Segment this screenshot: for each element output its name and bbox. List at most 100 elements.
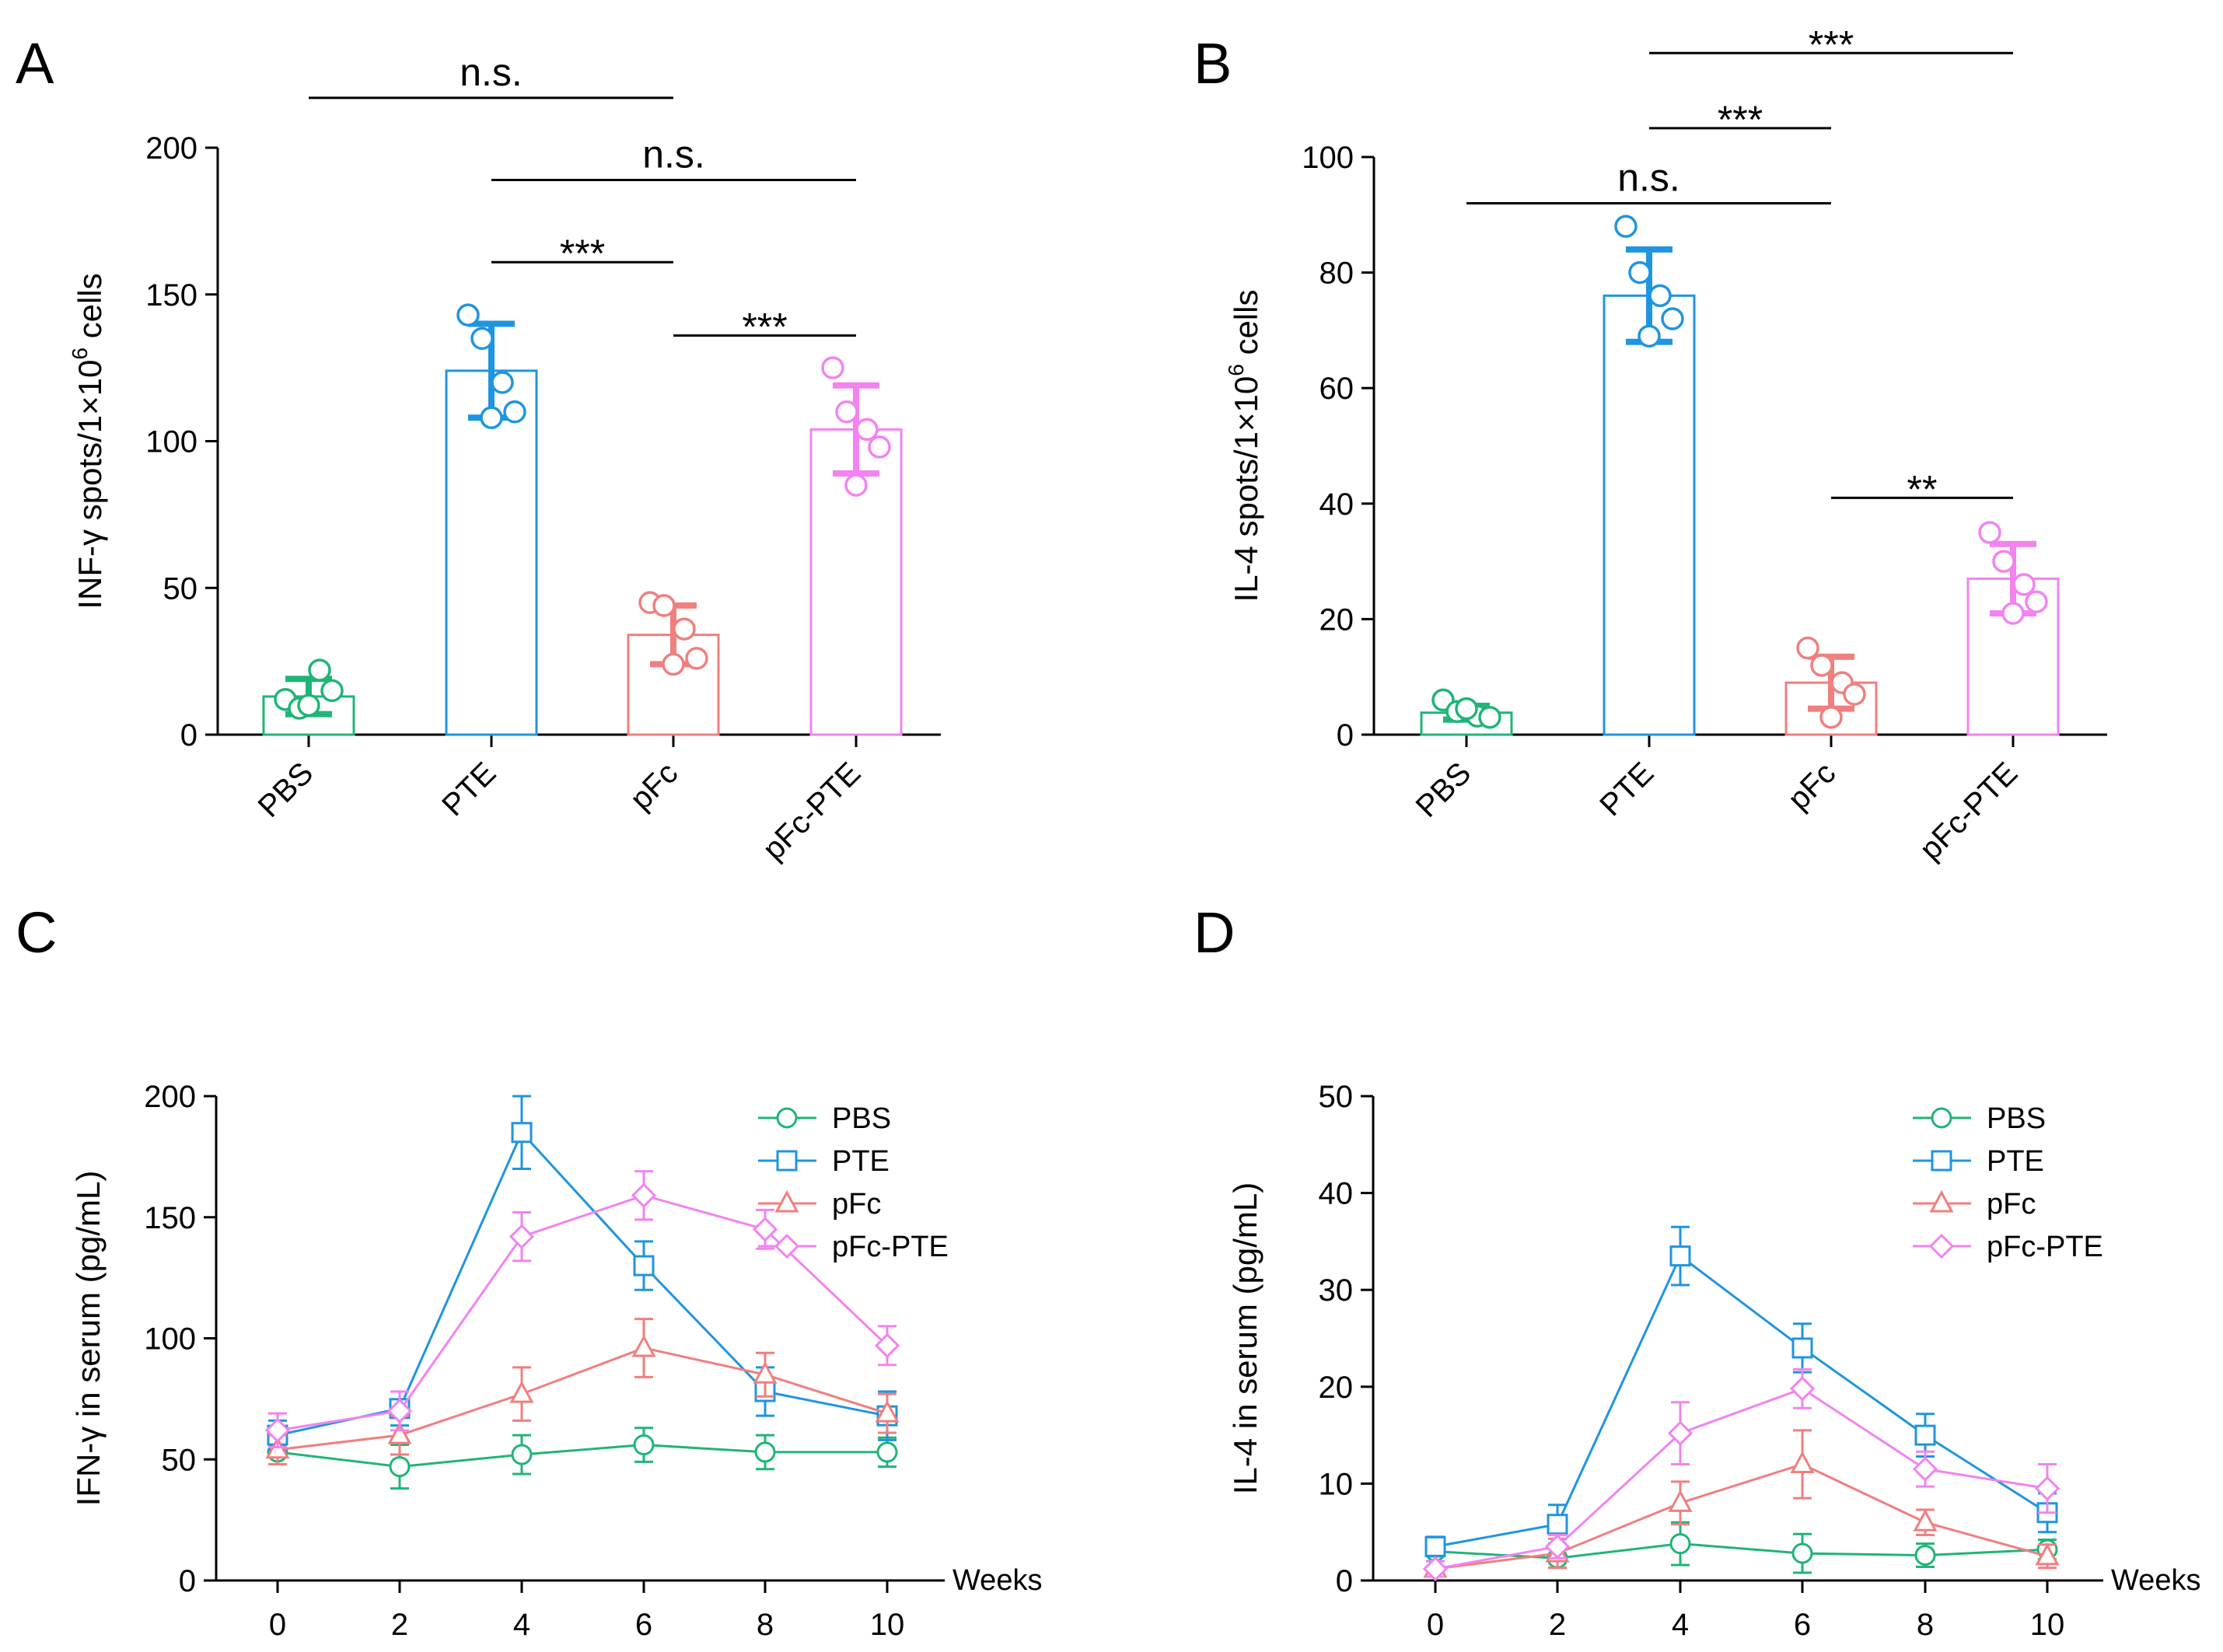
x-axis-title-c: Weeks: [952, 1564, 1042, 1597]
x-tick-label-c: 6: [635, 1608, 652, 1642]
data-point-pbs-c: [511, 1444, 533, 1465]
y-tick-label-a: 50: [163, 571, 198, 606]
legend-label-pbs-c: PBS: [832, 1102, 891, 1135]
x-tick-label-d: 10: [2030, 1608, 2065, 1642]
series-line-pte-c: [277, 1130, 888, 1437]
category-label-pfc-b: pFc: [1781, 756, 1842, 816]
data-point-pfc-b: [1843, 683, 1866, 706]
chart-b-il4-spots: 0 20 40 60 80 100 IL-4 spots/1×106 cells PBS PTE…: [1224, 23, 2107, 867]
data-point-pfc-c: [509, 1380, 534, 1403]
chart-a-ifn-spots: 0 50 100 150 200 INF-γ spots/1×106 cells PBS PT…: [68, 51, 941, 867]
y-axis-title-main-b: IL-4 spots/1×10: [1228, 376, 1264, 602]
series-line-pbs-c: [277, 1444, 887, 1469]
data-point-pbs-a: [320, 679, 344, 703]
data-point-pbs-c: [754, 1441, 776, 1463]
y-axis-title-main-a: INF-γ spots/1×10: [72, 360, 108, 609]
data-point-pte-a: [503, 400, 526, 424]
data-point-pfc-pte-a: [835, 400, 858, 424]
y-axis-title-superscript-b: 6: [1224, 364, 1248, 376]
data-point-pte-a: [456, 303, 480, 327]
x-tick-label-d: 2: [1549, 1608, 1566, 1642]
data-point-pfc-d: [1668, 1490, 1693, 1512]
legend-label-pfc-pte-d: pFc-PTE: [1987, 1231, 2103, 1263]
y-tick-label-b: 60: [1319, 372, 1354, 406]
y-tick-label-b: 80: [1319, 257, 1354, 291]
x-tick-label-c: 8: [757, 1608, 774, 1642]
legend-marker-pbs-c: [776, 1107, 798, 1129]
data-point-pbs-d: [1669, 1533, 1691, 1555]
category-label-pfc-pte-b: pFc-PTE: [1914, 756, 2025, 867]
data-point-pfc-pte-b: [1978, 521, 2001, 544]
legend-marker-pte-d: [1931, 1150, 1952, 1172]
series-line-pfc-c: [277, 1346, 888, 1451]
legend-label-pfc-c: pFc: [832, 1188, 881, 1221]
category-label-pbs-b: PBS: [1410, 756, 1478, 824]
data-point-pfc-pte-b: [2001, 602, 2025, 625]
x-tick-label-c: 10: [870, 1608, 905, 1642]
y-tick-label-c: 200: [144, 1080, 196, 1114]
y-tick-label-a: 200: [145, 131, 197, 166]
series-line-pfc-pte-c: [277, 1194, 889, 1432]
y-axis-title-tail-b: cells: [1228, 290, 1264, 365]
data-point-pbs-c: [633, 1434, 655, 1456]
y-axis-title-b: IL-4 spots/1×106 cells: [1224, 290, 1264, 602]
data-point-pte-b: [1628, 260, 1652, 285]
category-label-pfc-a: pFc: [624, 756, 684, 816]
data-point-pfc-pte-b: [2012, 573, 2036, 596]
significance-label-a: ***: [560, 232, 605, 275]
data-point-pte-b: [1648, 284, 1672, 308]
legend-marker-pfc-pte-d: [1928, 1233, 1955, 1259]
data-point-pbs-a: [308, 658, 331, 682]
legend-marker-pbs-d: [1931, 1107, 1952, 1129]
data-point-pte-d: [1791, 1337, 1813, 1359]
data-point-pfc-pte-d: [1912, 1456, 1938, 1482]
series-line-pfc-d: [1435, 1462, 2048, 1570]
data-point-pte-c: [633, 1255, 655, 1277]
chart-c-ifn-serum: 0 50 100 150 200 0 2 4 6 8 10 Weeks IFN-γ in serum (…: [70, 1080, 1042, 1642]
data-point-pfc-b: [1819, 705, 1843, 729]
data-point-pfc-b: [1796, 636, 1819, 660]
y-axis-title-d: IL-4 in serum (pg/mL): [1227, 1182, 1264, 1494]
x-tick-label-c: 0: [269, 1608, 286, 1642]
data-point-pfc-pte-c: [264, 1417, 291, 1443]
significance-label-b: ***: [1809, 23, 1854, 66]
legend-marker-pfc-pte-c: [774, 1233, 800, 1259]
data-point-pfc-pte-c: [386, 1398, 413, 1424]
data-point-pfc-b: [1810, 654, 1833, 677]
data-point-pfc-c: [387, 1421, 412, 1444]
x-tick-label-d: 4: [1672, 1608, 1689, 1642]
data-point-pbs-b: [1478, 705, 1501, 729]
significance-label-a: n.s.: [460, 51, 523, 94]
data-point-pfc-pte-c: [509, 1224, 535, 1249]
y-axis-title-tail-a: cells: [72, 273, 108, 348]
y-tick-label-d: 20: [1319, 1371, 1354, 1405]
data-point-pfc-pte-c: [631, 1182, 657, 1208]
category-label-pbs-a: PBS: [252, 756, 320, 824]
y-tick-label-d: 10: [1319, 1467, 1354, 1501]
data-point-pfc-pte-c: [874, 1332, 900, 1358]
data-point-pfc-pte-a: [868, 435, 891, 459]
chart-d-il4-serum: 0 10 20 30 40 50 0 2 4 6 8 10 Weeks IL-4 in serum (pg…: [1227, 1080, 2200, 1642]
category-label-pte-b: PTE: [1593, 756, 1660, 823]
data-point-pbs-b: [1455, 697, 1478, 721]
y-tick-label-a: 150: [145, 278, 197, 313]
panel-letter-a: A: [16, 31, 54, 96]
significance-label-b: ***: [1718, 98, 1763, 141]
data-point-pte-b: [1614, 215, 1638, 238]
data-point-pbs-c: [876, 1441, 898, 1463]
y-tick-label-d: 40: [1319, 1177, 1354, 1211]
data-point-pbs-d: [1791, 1542, 1813, 1564]
data-point-pte-b: [1638, 324, 1661, 348]
data-point-pfc-a: [685, 647, 708, 670]
legend-marker-pfc-d: [1929, 1189, 1954, 1213]
y-tick-label-b: 0: [1337, 718, 1354, 753]
panel-letter-d: D: [1194, 900, 1235, 965]
data-point-pte-d: [1914, 1424, 1936, 1446]
y-tick-label-c: 100: [144, 1322, 196, 1357]
y-tick-label-d: 50: [1319, 1080, 1354, 1114]
y-tick-label-d: 30: [1319, 1273, 1354, 1308]
x-tick-label-d: 8: [1917, 1608, 1934, 1642]
significance-label-a: n.s.: [642, 133, 705, 176]
data-point-pfc-pte-d: [1544, 1534, 1571, 1559]
